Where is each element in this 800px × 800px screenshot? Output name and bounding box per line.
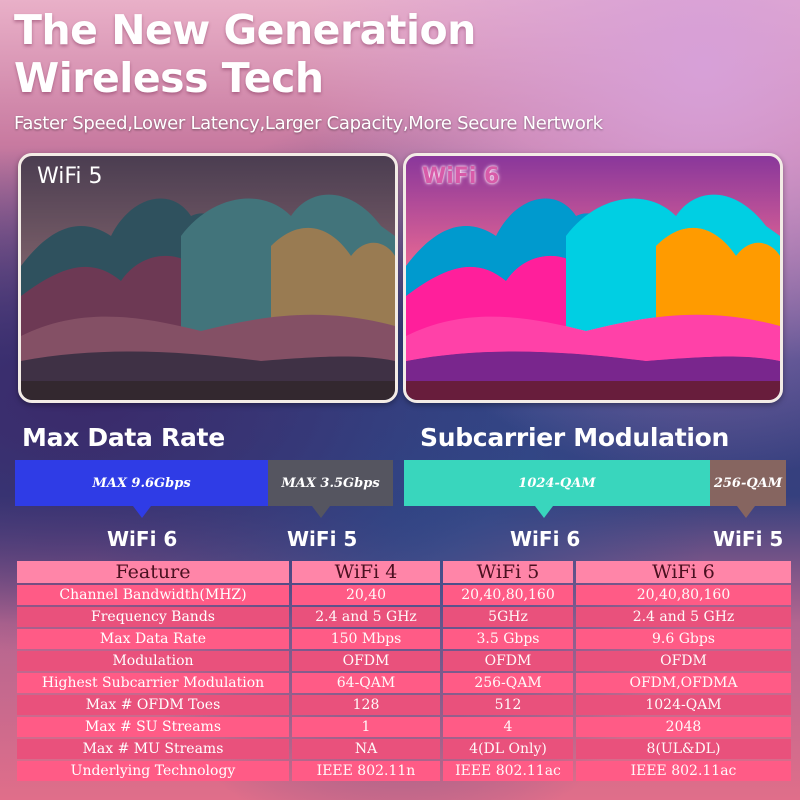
rate-bar-wifi6-label: MAX 9.6Gbps: [92, 475, 191, 491]
table-cell: 4: [443, 717, 573, 737]
wifi5-image-card: WiFi 5: [18, 153, 398, 403]
table-cell: 2.4 and 5 GHz: [292, 607, 440, 627]
table-feature-cell: Channel Bandwidth(MHZ): [17, 585, 289, 605]
table-row: Highest Subcarrier Modulation 64-QAM 256-Q…: [17, 673, 791, 693]
table-cell: 8(UL&DL): [576, 739, 791, 759]
qam-bar-wifi5: 256-QAM: [710, 460, 786, 506]
wave-artwork-image: [406, 156, 780, 400]
qam-bar-wifi6-pointer: [535, 506, 553, 518]
table-feature-cell: Max # SU Streams: [17, 717, 289, 737]
max-data-rate-title: Max Data Rate: [22, 423, 225, 452]
table-cell: 20,40: [292, 585, 440, 605]
table-row: Channel Bandwidth(MHZ) 20,40 20,40,80,160 2…: [17, 585, 791, 605]
table-cell: 128: [292, 695, 440, 715]
table-row: Underlying Technology IEEE 802.11n IEEE 80…: [17, 761, 791, 781]
rate-caption-wifi5: WiFi 5: [287, 527, 358, 551]
qam-caption-wifi6: WiFi 6: [510, 527, 581, 551]
table-feature-cell: Frequency Bands: [17, 607, 289, 627]
table-cell: 256-QAM: [443, 673, 573, 693]
qam-bar-wifi5-pointer: [737, 506, 755, 518]
rate-bar-wifi5-pointer: [312, 506, 330, 518]
wifi6-card-label: WiFi 6: [422, 164, 500, 189]
table-row: Frequency Bands 2.4 and 5 GHz 5GHz 2.4 and …: [17, 607, 791, 627]
table-cell: 1024-QAM: [576, 695, 791, 715]
table-cell: NA: [292, 739, 440, 759]
table-header-row: Feature WiFi 4 WiFi 5 WiFi 6: [17, 561, 791, 583]
table-header-cell: WiFi 6: [576, 561, 791, 583]
table-cell: 2.4 and 5 GHz: [576, 607, 791, 627]
table-cell: 5GHz: [443, 607, 573, 627]
table-feature-cell: Max Data Rate: [17, 629, 289, 649]
table-cell: 2048: [576, 717, 791, 737]
qam-caption-wifi5: WiFi 5: [713, 527, 784, 551]
table-row: Max # MU Streams NA 4(DL Only) 8(UL&DL): [17, 739, 791, 759]
wifi5-card-label: WiFi 5: [37, 164, 103, 189]
table-cell: 3.5 Gbps: [443, 629, 573, 649]
table-feature-cell: Underlying Technology: [17, 761, 289, 781]
table-cell: 64-QAM: [292, 673, 440, 693]
rate-bar-wifi5: MAX 3.5Gbps: [268, 460, 393, 506]
table-header-cell: WiFi 4: [292, 561, 440, 583]
table-cell: OFDM,OFDMA: [576, 673, 791, 693]
table-cell: IEEE 802.11ac: [443, 761, 573, 781]
table-cell: 4(DL Only): [443, 739, 573, 759]
table-feature-cell: Max # OFDM Toes: [17, 695, 289, 715]
table-row: Max # SU Streams 1 4 2048: [17, 717, 791, 737]
qam-bar-wifi5-label: 256-QAM: [713, 475, 783, 491]
rate-bar-wifi6: MAX 9.6Gbps: [15, 460, 268, 506]
wifi6-image-card: WiFi 6: [403, 153, 783, 403]
table-cell: 20,40,80,160: [576, 585, 791, 605]
table-cell: 150 Mbps: [292, 629, 440, 649]
hero-subtitle: Faster Speed,Lower Latency,Larger Capaci…: [14, 113, 603, 134]
table-feature-cell: Highest Subcarrier Modulation: [17, 673, 289, 693]
table-row: Max Data Rate 150 Mbps 3.5 Gbps 9.6 Gbps: [17, 629, 791, 649]
qam-bar-wifi6-label: 1024-QAM: [518, 475, 596, 491]
wifi-comparison-table: Feature WiFi 4 WiFi 5 WiFi 6 Channel Ban…: [14, 559, 794, 783]
table-cell: OFDM: [292, 651, 440, 671]
rate-bar-wifi6-pointer: [133, 506, 151, 518]
table-feature-cell: Max # MU Streams: [17, 739, 289, 759]
table-row: Max # OFDM Toes 128 512 1024-QAM: [17, 695, 791, 715]
table-row: Modulation OFDM OFDM OFDM: [17, 651, 791, 671]
subcarrier-modulation-title: Subcarrier Modulation: [420, 423, 729, 452]
hero-title-line-2: Wireless Tech: [14, 54, 324, 102]
table-cell: 512: [443, 695, 573, 715]
table-header-cell: WiFi 5: [443, 561, 573, 583]
table-cell: 9.6 Gbps: [576, 629, 791, 649]
table-cell: OFDM: [443, 651, 573, 671]
hero-title: The New Generation Wireless Tech: [14, 6, 476, 102]
table-cell: 20,40,80,160: [443, 585, 573, 605]
table-cell: IEEE 802.11ac: [576, 761, 791, 781]
table-header-cell: Feature: [17, 561, 289, 583]
hero-title-line-1: The New Generation: [14, 6, 476, 54]
table-cell: 1: [292, 717, 440, 737]
wave-artwork-image: [21, 156, 395, 400]
table-cell: IEEE 802.11n: [292, 761, 440, 781]
rate-bar-wifi5-label: MAX 3.5Gbps: [281, 475, 380, 491]
table-feature-cell: Modulation: [17, 651, 289, 671]
rate-caption-wifi6: WiFi 6: [107, 527, 178, 551]
table-cell: OFDM: [576, 651, 791, 671]
qam-bar-wifi6: 1024-QAM: [404, 460, 710, 506]
